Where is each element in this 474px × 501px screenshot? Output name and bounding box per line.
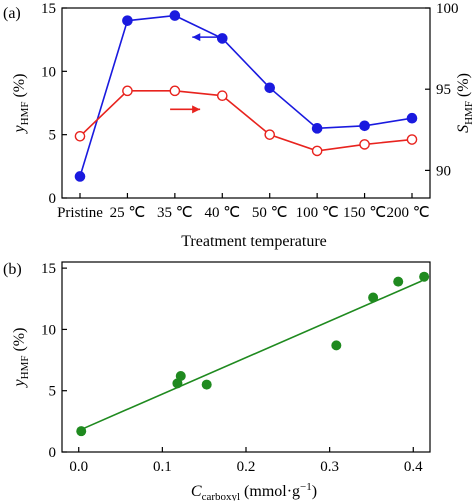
data-point-right (264, 129, 276, 140)
panel-label-a: (a) (3, 5, 21, 22)
scatter-point (175, 371, 186, 381)
fit-line (78, 280, 422, 432)
y-right-tick-label: 90 (436, 163, 451, 179)
data-point-right (122, 85, 133, 97)
y-left-axis-label: yHMF (%) (11, 74, 31, 135)
data-point-left (406, 112, 418, 124)
data-point-left (169, 10, 181, 21)
x-tick-label: 200 ℃ (386, 205, 429, 221)
y-right-tick-label: 95 (436, 82, 451, 98)
data-point-right (359, 139, 370, 150)
x-axis-label-a: Treatment temperature (181, 233, 327, 250)
x-axis-label-b: Ccarboxyl (mmol·g−1) (191, 481, 317, 501)
x-tick-label: 50 ℃ (252, 205, 288, 221)
series-line-right (79, 90, 413, 152)
y-left-tick-label: 10 (41, 64, 56, 80)
x-tick-label-b: 0.1 (153, 459, 172, 475)
data-point-right (311, 145, 323, 157)
x-tick-label-b: 0.0 (69, 459, 88, 475)
data-point-right (406, 134, 418, 145)
data-point-left (74, 171, 86, 182)
data-point-left (359, 120, 370, 132)
y-tick-label-b: 10 (41, 322, 56, 338)
plot-frame-a (61, 7, 431, 199)
data-point-left (311, 123, 323, 134)
data-point-left (216, 33, 228, 44)
panel-a: (a) 0 5 10 15 90 95 100 Pristine 25 ℃ 35 ℃ 40 ℃ 50 ℃… (3, 1, 474, 250)
data-point-right (74, 130, 86, 142)
y-left-tick-label: 15 (41, 1, 56, 17)
x-tick-label: Pristine (57, 205, 103, 221)
scatter-point (201, 379, 212, 390)
x-tick-label: 100 ℃ (296, 205, 339, 221)
x-tick-label-b: 0.4 (404, 459, 423, 475)
y-tick-label-b: 0 (49, 445, 57, 461)
scatter-point (419, 271, 430, 282)
scatter-point (76, 426, 87, 437)
x-tick-label-b: 0.2 (237, 459, 256, 475)
x-tick-label-b: 0.3 (320, 459, 339, 475)
data-point-right (169, 85, 181, 97)
scatter-point (393, 276, 404, 287)
y-left-tick-label: 0 (49, 191, 57, 207)
x-tick-label: 40 ℃ (204, 205, 240, 221)
arrow-head (192, 105, 201, 114)
y-tick-label-b: 5 (49, 384, 57, 400)
scatter-point (368, 292, 379, 303)
y-tick-label-b: 15 (41, 261, 56, 277)
y-right-tick-label: 100 (436, 1, 459, 17)
x-tick-label: 150 ℃ (343, 205, 386, 221)
panel-b: (b) 0 5 10 15 0.0 0.1 0.2 0.3 0.4 Ccarboxyl (mmol·… (3, 261, 431, 501)
data-point-left (264, 82, 276, 94)
data-point-right (216, 90, 228, 101)
x-tick-label: 35 ℃ (157, 205, 193, 221)
panel-label-b: (b) (3, 261, 22, 278)
series-line-left (79, 14, 413, 177)
y-axis-label-b: yHMF (%) (11, 328, 31, 389)
data-point-left (122, 15, 133, 26)
x-tick-label: 25 ℃ (110, 205, 146, 221)
y-right-axis-label: SHMF (%) (455, 73, 474, 133)
y-left-tick-label: 5 (49, 128, 57, 144)
arrow-head (192, 33, 201, 42)
scatter-point (331, 340, 342, 351)
